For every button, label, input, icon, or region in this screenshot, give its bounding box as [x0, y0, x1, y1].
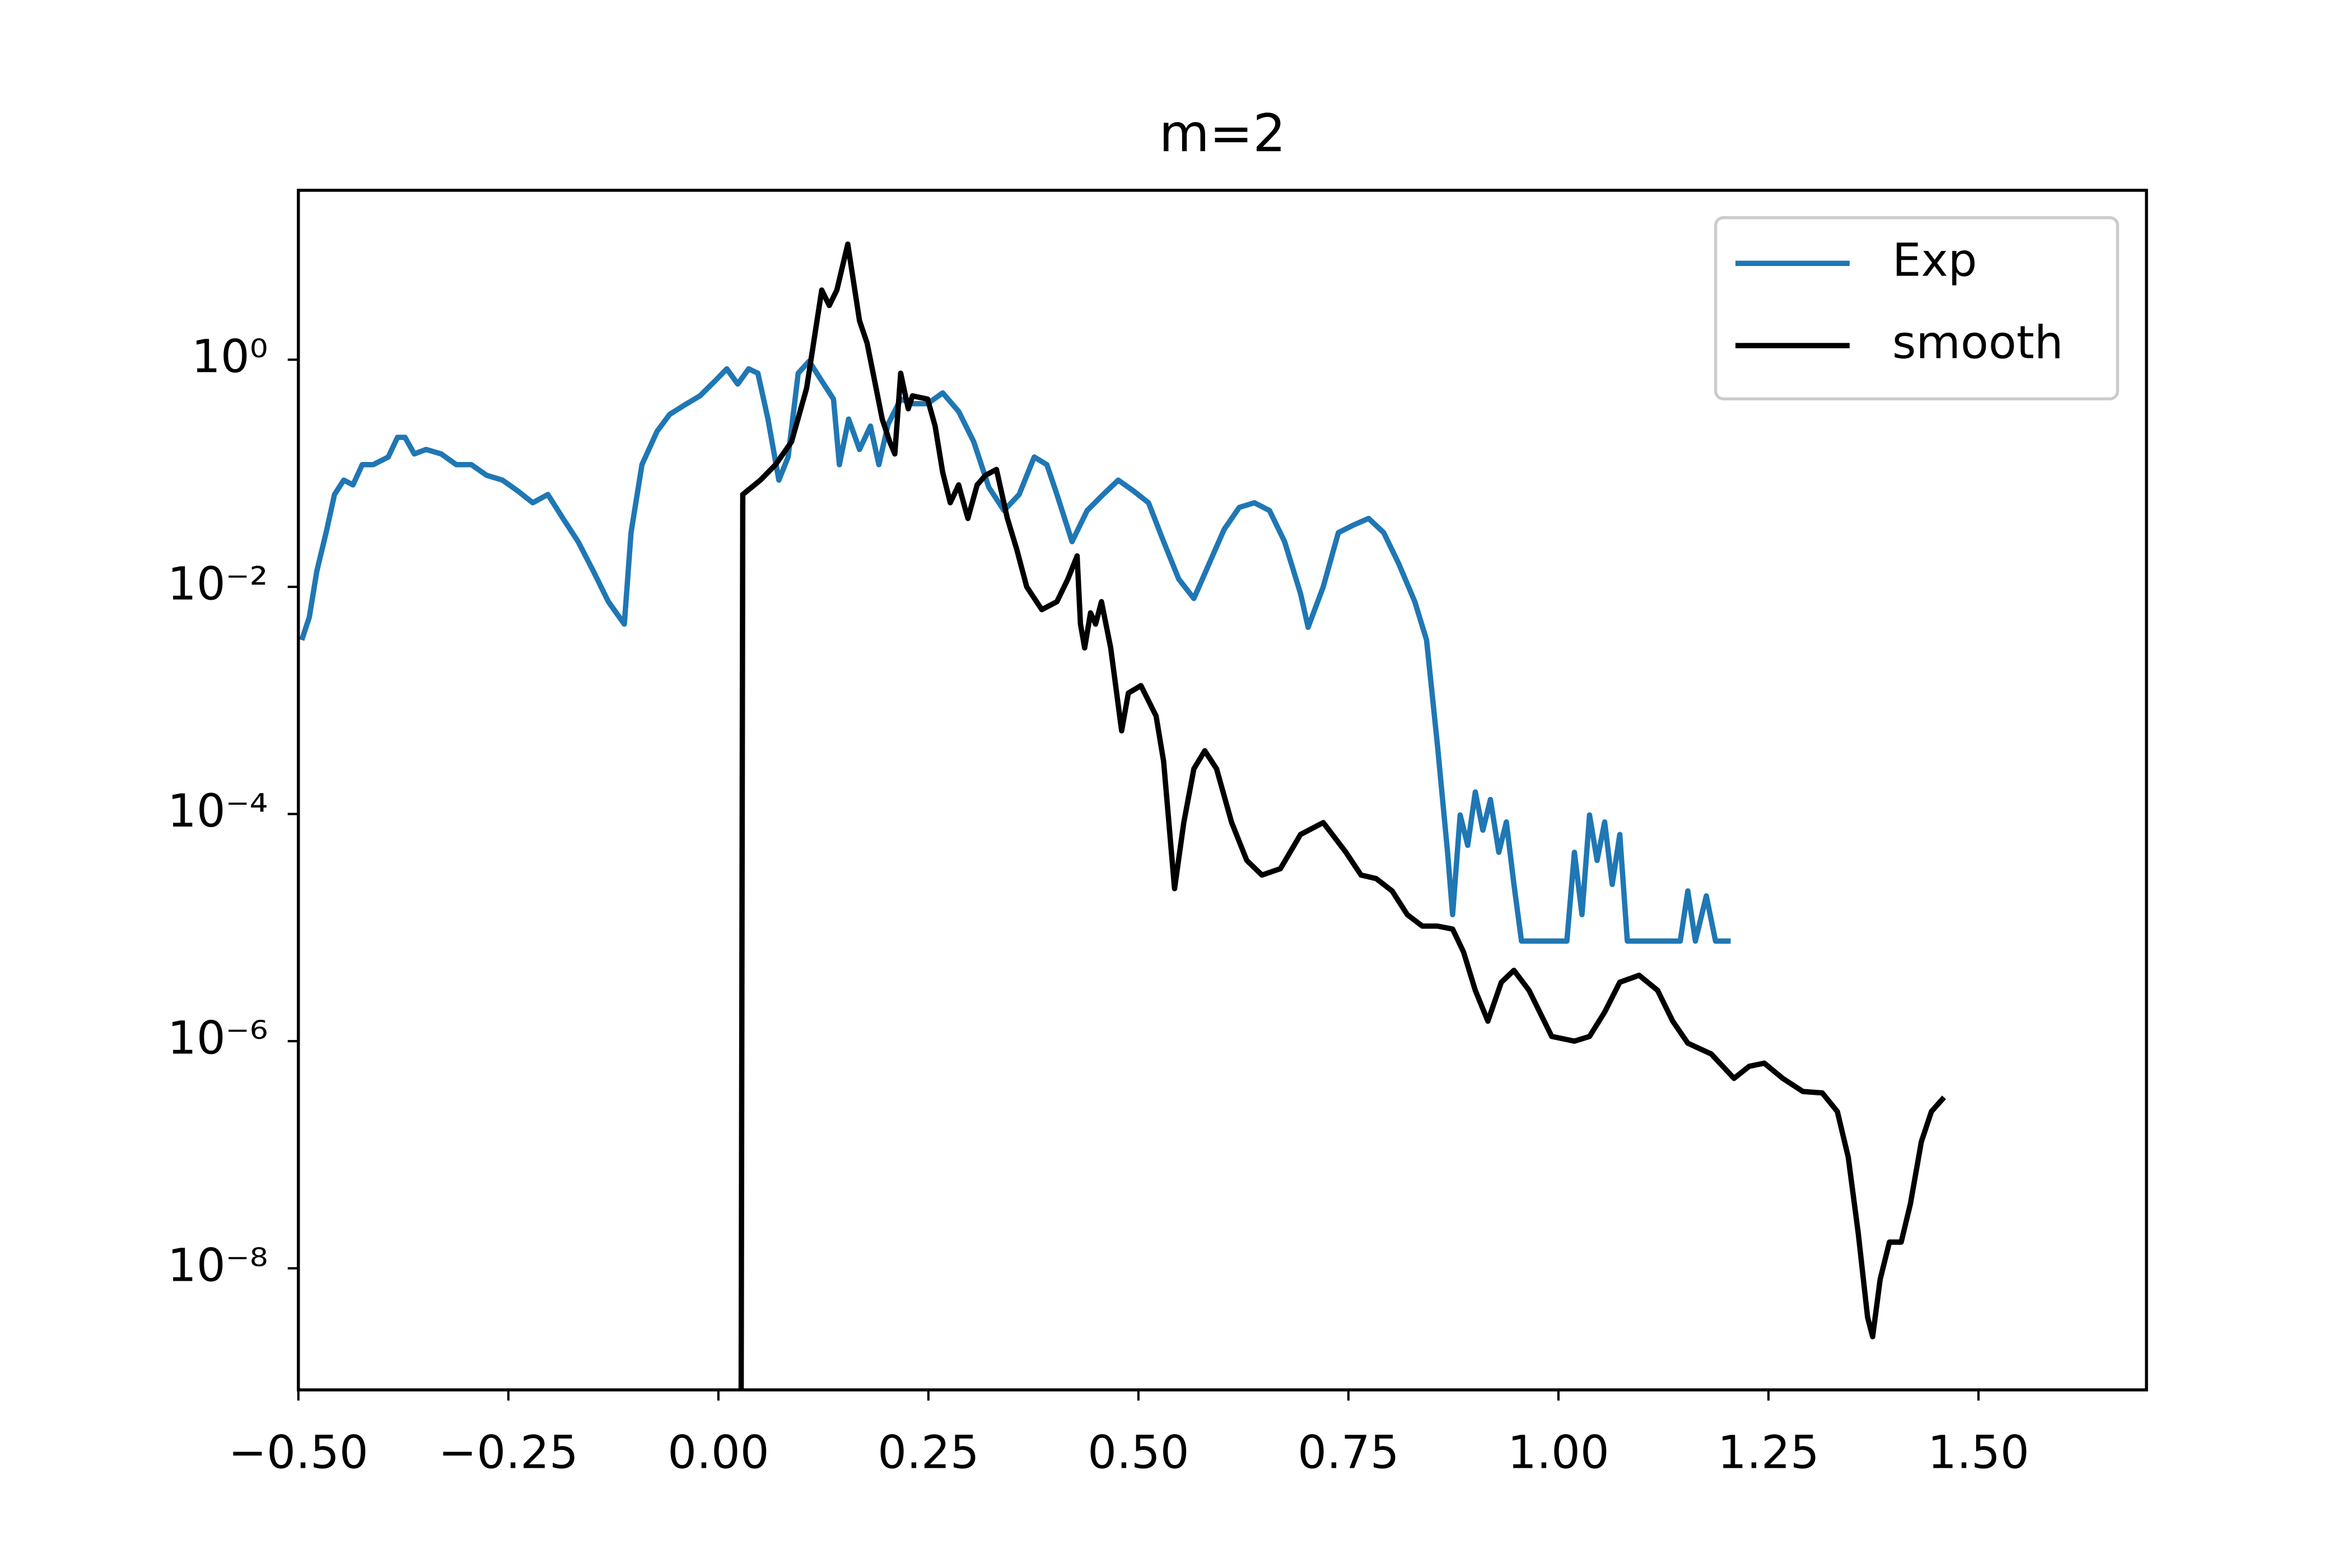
chart-title: m=2	[1159, 103, 1286, 164]
x-tick-label: 1.50	[1928, 1426, 2029, 1479]
x-tick-label: −0.25	[438, 1426, 578, 1479]
y-tick-label: 10⁻²	[167, 557, 268, 610]
x-tick-label: 0.25	[878, 1426, 979, 1479]
series-line	[299, 358, 1731, 944]
x-tick-label: 1.00	[1508, 1426, 1609, 1479]
y-tick-label: 10⁻⁸	[167, 1239, 268, 1292]
legend-label: smooth	[1892, 316, 2063, 370]
plot-area	[299, 241, 1947, 1390]
x-tick-label: 0.00	[668, 1426, 769, 1479]
series-line	[738, 241, 1947, 1390]
x-tick-label: 1.25	[1718, 1426, 1819, 1479]
y-tick-label: 10⁰	[192, 330, 268, 384]
y-tick-label: 10⁻⁶	[167, 1012, 268, 1065]
x-tick-label: −0.50	[228, 1426, 368, 1479]
x-tick-label: 0.50	[1088, 1426, 1189, 1479]
axes-frame	[297, 189, 2148, 1392]
legend-label: Exp	[1892, 234, 1977, 287]
x-tick-label: 0.75	[1298, 1426, 1399, 1479]
y-tick-label: 10⁻⁴	[167, 785, 268, 838]
